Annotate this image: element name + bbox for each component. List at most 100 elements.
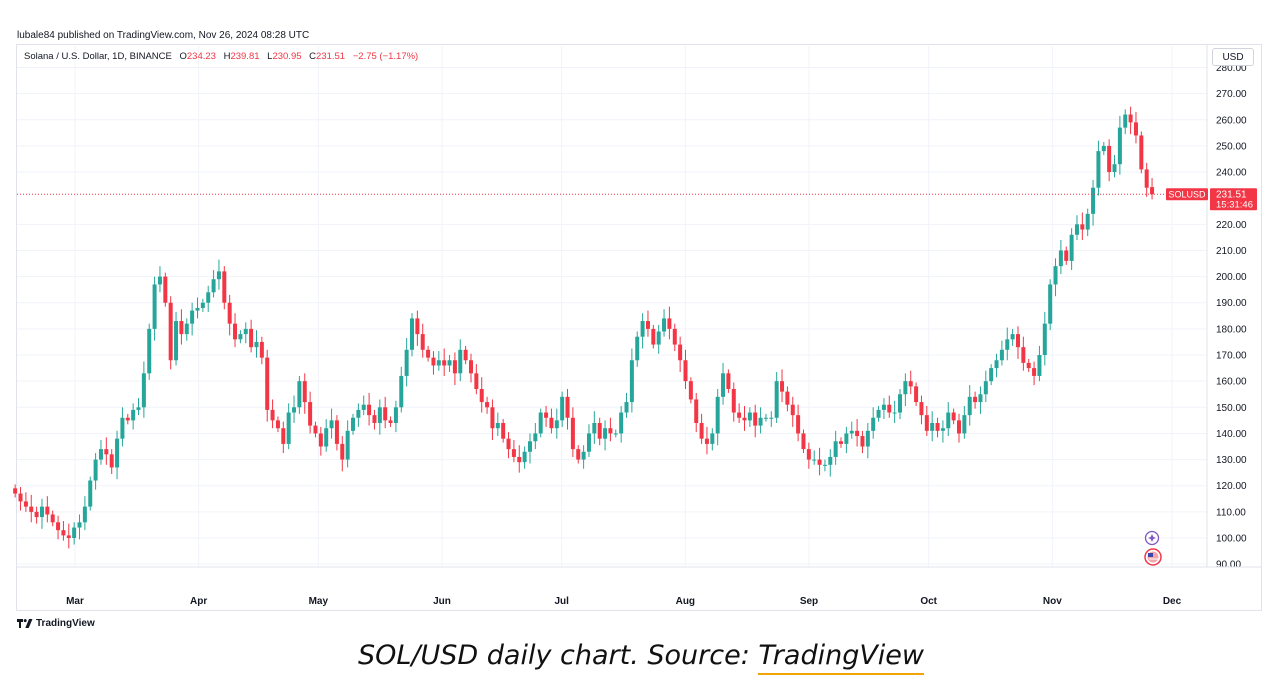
price-tag-countdown: 15:31:46 (1216, 200, 1253, 211)
candle (538, 408, 543, 438)
candle (495, 412, 500, 437)
candle (474, 364, 479, 395)
candle (983, 370, 988, 403)
candle (329, 408, 334, 439)
candle (1021, 336, 1026, 371)
candle (29, 494, 34, 523)
price-tag-symbol: SOLUSD (1168, 190, 1206, 200)
candle (351, 413, 356, 435)
candle (855, 419, 860, 447)
candle (452, 352, 457, 386)
candle (318, 426, 323, 456)
candle (345, 420, 350, 468)
candle (490, 399, 495, 440)
candle (763, 413, 768, 422)
candle (447, 355, 452, 373)
y-tick-label: 170.00 (1216, 351, 1247, 362)
publisher-line: lubale84 published on TradingView.com, N… (17, 30, 310, 41)
candle (667, 306, 672, 340)
candle (1010, 328, 1015, 346)
candle (1139, 131, 1144, 174)
candle (726, 369, 731, 393)
candle (88, 476, 93, 511)
candle (1074, 215, 1079, 241)
candle (61, 521, 66, 541)
legend-low: 230.95 (272, 51, 302, 62)
candle (259, 336, 264, 365)
price-tag-price: 231.51 (1216, 190, 1247, 201)
us-flag-icon[interactable] (1144, 548, 1162, 566)
candle (211, 270, 216, 298)
candle (688, 377, 693, 404)
candle (254, 330, 259, 358)
candle (1064, 246, 1069, 265)
candle (758, 407, 763, 434)
candle (608, 417, 613, 442)
candle (785, 386, 790, 412)
y-tick-label: 100.00 (1216, 534, 1247, 545)
candle (565, 389, 570, 430)
candle (940, 420, 945, 443)
candle (82, 496, 87, 531)
candle (431, 351, 436, 375)
candle (399, 366, 404, 413)
candle (50, 510, 55, 527)
candle (1032, 361, 1037, 386)
candle (442, 348, 447, 376)
candle (881, 398, 886, 420)
y-tick-label: 240.00 (1216, 168, 1247, 179)
candle (951, 408, 956, 425)
candle (479, 377, 484, 413)
candle (200, 298, 205, 312)
x-tick-label: Jun (433, 596, 451, 607)
candle (195, 297, 200, 319)
candle (1133, 111, 1138, 144)
candle (420, 323, 425, 358)
candle (18, 487, 23, 511)
candle (1101, 141, 1106, 156)
candle (313, 421, 318, 438)
candle (131, 403, 136, 430)
candle (23, 492, 28, 512)
candle (383, 396, 388, 429)
candle (1091, 179, 1096, 226)
candle (147, 323, 152, 380)
event-icon[interactable] (1144, 530, 1160, 546)
currency-button[interactable]: USD (1212, 48, 1254, 66)
candle (1048, 279, 1053, 331)
candle (506, 432, 511, 459)
candle (549, 408, 554, 434)
candle (989, 364, 994, 386)
candle (404, 338, 409, 387)
x-tick-label: Sep (800, 596, 818, 607)
candle (104, 437, 109, 465)
candle (946, 402, 951, 437)
candle (1128, 106, 1133, 135)
y-tick-label: 190.00 (1216, 298, 1247, 309)
candle (324, 419, 329, 452)
tradingview-logo[interactable]: TradingView (17, 618, 95, 629)
candle (849, 421, 854, 439)
caption-text: SOL/USD daily chart. Source: (357, 640, 759, 671)
candle (410, 313, 415, 357)
candle (892, 400, 897, 423)
candle (721, 362, 726, 405)
candle (844, 426, 849, 454)
candle (216, 259, 221, 290)
candle (956, 413, 961, 443)
candle (560, 391, 565, 427)
y-tick-label: 90.00 (1216, 560, 1241, 571)
x-tick-label: Oct (920, 596, 937, 607)
candle (275, 416, 280, 433)
caption-source-link[interactable]: TradingView (758, 640, 925, 675)
candle (806, 442, 811, 469)
x-tick-label: Apr (190, 596, 207, 607)
x-tick-label: Aug (676, 596, 695, 607)
candle (597, 417, 602, 446)
candle (554, 408, 559, 439)
y-tick-label: 110.00 (1216, 507, 1246, 518)
candle (903, 373, 908, 406)
candle (871, 407, 876, 439)
legend-close: 231.51 (316, 51, 346, 62)
